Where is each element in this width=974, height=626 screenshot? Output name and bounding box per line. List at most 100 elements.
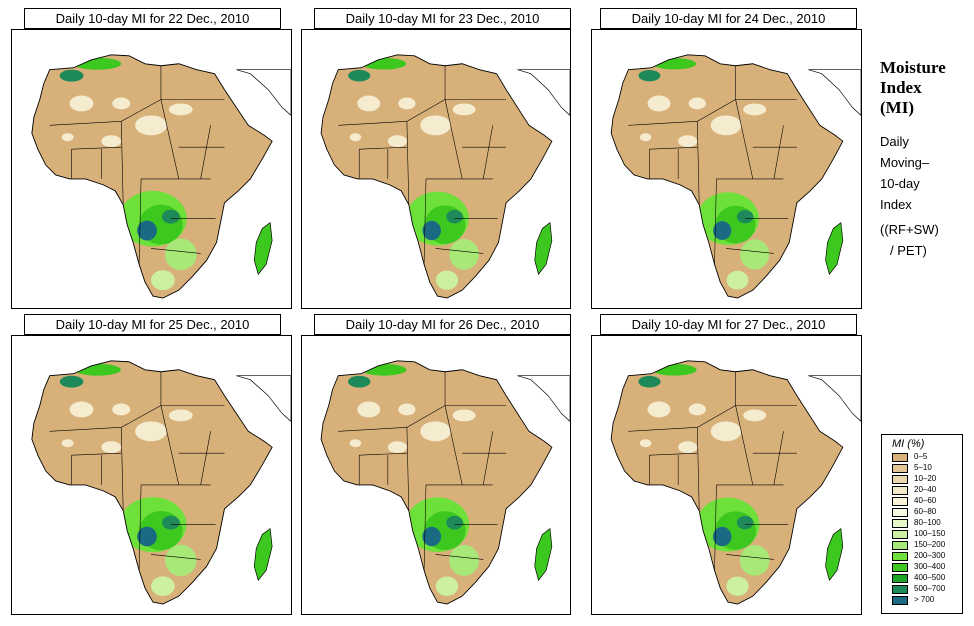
country-border xyxy=(444,405,463,485)
country-border xyxy=(406,99,446,122)
dry-patch xyxy=(168,103,193,116)
country-border xyxy=(71,146,122,150)
moisture-overlay xyxy=(638,363,840,596)
wet-zone xyxy=(422,526,442,547)
country-border xyxy=(773,125,784,179)
wet-zone xyxy=(446,209,463,224)
legend-item: 40–60 xyxy=(892,496,958,507)
legend-title: MI (%) xyxy=(892,438,925,450)
africa-map xyxy=(591,335,862,615)
dry-patch xyxy=(639,439,652,448)
dry-patch xyxy=(743,409,767,422)
dry-patch xyxy=(452,409,476,422)
africa-map-svg xyxy=(610,54,861,299)
country-border xyxy=(725,554,774,560)
wet-zone xyxy=(652,363,697,376)
legend-item: 150–200 xyxy=(892,540,958,551)
wet-zone xyxy=(713,221,732,240)
africa-map xyxy=(11,29,292,309)
legend-label: > 700 xyxy=(914,595,935,604)
madagascar xyxy=(253,527,273,581)
panel-title: Daily 10-day MI for 25 Dec., 2010 xyxy=(24,314,281,335)
wet-zone xyxy=(638,70,661,82)
country-border xyxy=(697,427,700,511)
dry-patch xyxy=(678,441,698,454)
dry-patch xyxy=(349,133,362,142)
land-mass xyxy=(321,360,552,605)
legend-item: 5–10 xyxy=(892,463,958,474)
sidebar-desc-line: Moving– xyxy=(880,155,930,170)
legend-label: 60–80 xyxy=(914,507,937,516)
land-mass xyxy=(321,54,552,299)
country-border xyxy=(160,405,180,485)
dry-patch xyxy=(647,401,671,418)
wet-zone xyxy=(739,544,770,576)
dry-patch xyxy=(135,421,167,442)
dry-patch xyxy=(688,97,706,110)
legend-swatch xyxy=(892,596,908,605)
madagascar xyxy=(825,527,844,581)
legend-item: 80–100 xyxy=(892,518,958,529)
africa-map-svg xyxy=(610,360,861,605)
legend-label: 0–5 xyxy=(914,452,928,461)
dry-patch xyxy=(647,95,671,112)
sidebar-desc-line: Index xyxy=(880,197,912,212)
legend-label: 300–400 xyxy=(914,562,946,571)
coastline xyxy=(610,54,844,299)
wet-zone xyxy=(422,220,441,241)
wet-zone xyxy=(151,270,175,291)
dry-patch xyxy=(387,135,407,148)
country-border xyxy=(120,121,124,205)
country-border xyxy=(649,146,698,150)
country-border xyxy=(338,427,407,432)
legend-item: 400–500 xyxy=(892,573,958,584)
country-border xyxy=(359,452,407,456)
country-border xyxy=(435,248,484,254)
dry-patch xyxy=(101,441,122,454)
coastline xyxy=(320,54,553,299)
wet-zone xyxy=(137,220,157,241)
country-border xyxy=(49,121,122,126)
country-border xyxy=(338,121,407,126)
panel-title: Daily 10-day MI for 26 Dec., 2010 xyxy=(314,314,571,335)
legend-item: 10–20 xyxy=(892,474,958,485)
legend-swatch xyxy=(892,585,908,594)
legend-label: 400–500 xyxy=(914,573,946,582)
country-border xyxy=(423,178,427,265)
country-border xyxy=(121,99,162,122)
legend-swatch xyxy=(892,464,908,473)
wet-zone xyxy=(137,526,157,547)
wet-zone xyxy=(638,375,661,388)
africa-map-svg xyxy=(31,360,291,605)
legend-item: 60–80 xyxy=(892,507,958,518)
legend-swatch xyxy=(892,486,908,495)
dry-patch xyxy=(398,97,416,110)
country-border xyxy=(160,99,180,179)
wet-zone xyxy=(348,375,371,388)
wet-zone xyxy=(736,515,754,530)
legend-item: 500–700 xyxy=(892,584,958,595)
wet-zone xyxy=(449,544,480,576)
coastline xyxy=(31,54,273,299)
country-border xyxy=(359,146,407,150)
country-border xyxy=(628,427,698,432)
africa-map xyxy=(301,335,571,615)
country-border xyxy=(150,554,201,560)
country-border xyxy=(714,178,717,265)
wet-zone xyxy=(73,57,122,70)
legend-swatch xyxy=(892,530,908,539)
legend-item: > 700 xyxy=(892,595,958,606)
arabia-outline xyxy=(808,375,861,422)
wet-zone xyxy=(435,270,459,290)
wet-zone xyxy=(59,69,84,82)
country-border xyxy=(120,427,124,511)
coastline xyxy=(320,360,553,605)
country-border xyxy=(406,405,446,428)
land-mass xyxy=(31,360,273,605)
legend-swatch xyxy=(892,574,908,583)
dry-patch xyxy=(678,135,698,148)
wet-zone xyxy=(361,57,407,70)
country-border xyxy=(406,427,410,511)
land-mass xyxy=(611,360,843,605)
land-mass xyxy=(611,54,843,299)
